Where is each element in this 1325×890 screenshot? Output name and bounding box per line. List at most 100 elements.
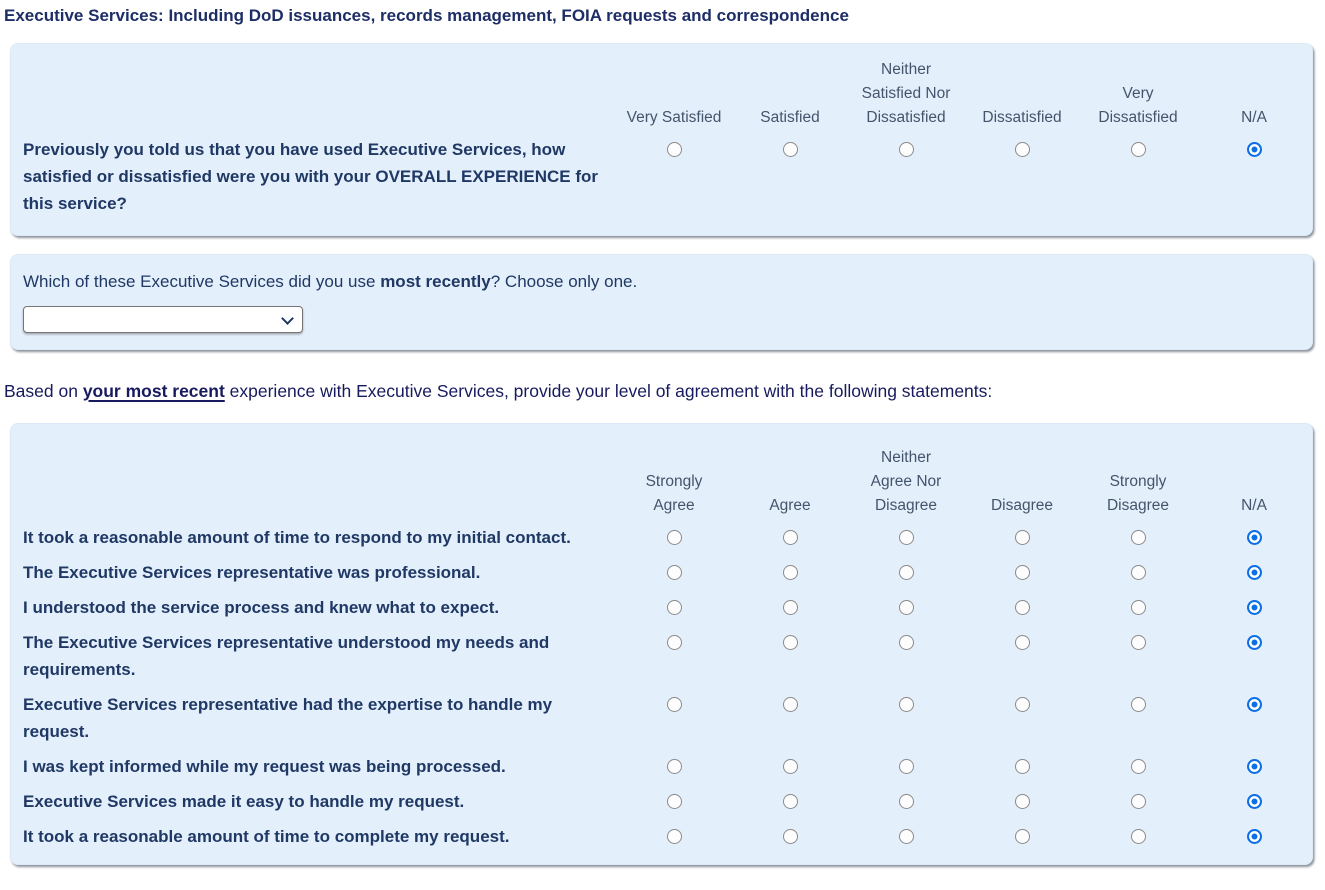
radio-dissatisfied[interactable] (1014, 142, 1030, 157)
radio-n-a[interactable] (1246, 635, 1262, 650)
radio-neither-agree-nor-disagree[interactable] (898, 600, 914, 615)
radio-very-satisfied[interactable] (666, 142, 682, 157)
column-header-strongly-disagree: Strongly Disagree (1106, 473, 1170, 514)
radio-neither-agree-nor-disagree[interactable] (898, 530, 914, 545)
radio-n-a[interactable] (1246, 565, 1262, 580)
agreement-intro: Based on your most recent experience wit… (4, 380, 1325, 403)
radio-strongly-agree[interactable] (666, 565, 682, 580)
radio-strongly-disagree[interactable] (1130, 759, 1146, 774)
matrix-row: It took a reasonable amount of time to c… (11, 819, 1312, 854)
statement-text: Executive Services representative had th… (23, 695, 553, 741)
radio-n-a[interactable] (1246, 759, 1262, 774)
radio-cell (732, 687, 848, 712)
radio-very-dissatisfied[interactable] (1130, 142, 1146, 157)
intro-prefix: Based on (4, 381, 83, 401)
radio-agree[interactable] (782, 829, 798, 844)
header-spacer (11, 124, 616, 132)
radio-cell (964, 590, 1080, 615)
radio-cell (1080, 749, 1196, 774)
radio-agree[interactable] (782, 794, 798, 809)
column-header-satisfied: Satisfied (760, 109, 820, 126)
radio-neither-agree-nor-disagree[interactable] (898, 635, 914, 650)
column-header-neither-satisfied-nor-dissatisfied: Neither Satisfied Nor Dissatisfied (861, 61, 951, 126)
radio-cell (732, 625, 848, 650)
column-header-very-dissatisfied: Very Dissatisfied (1098, 85, 1178, 126)
radio-cell (732, 555, 848, 580)
radio-strongly-disagree[interactable] (1130, 600, 1146, 615)
radio-strongly-disagree[interactable] (1130, 530, 1146, 545)
radio-neither-agree-nor-disagree[interactable] (898, 697, 914, 712)
radio-agree[interactable] (782, 759, 798, 774)
radio-agree[interactable] (782, 530, 798, 545)
radio-agree[interactable] (782, 697, 798, 712)
radio-strongly-disagree[interactable] (1130, 697, 1146, 712)
radio-strongly-disagree[interactable] (1130, 635, 1146, 650)
radio-cell (848, 555, 964, 580)
radio-cell (1196, 749, 1312, 774)
agreement-panel: Strongly Agree Agree Neither Agree Nor Dis… (10, 423, 1313, 865)
radio-cell (848, 132, 964, 157)
radio-satisfied[interactable] (782, 142, 798, 157)
radio-strongly-agree[interactable] (666, 635, 682, 650)
radio-strongly-disagree[interactable] (1130, 794, 1146, 809)
radio-cell (616, 819, 732, 844)
radio-strongly-agree[interactable] (666, 794, 682, 809)
statement-text: The Executive Services representative wa… (23, 563, 481, 582)
radio-cell (848, 625, 964, 650)
radio-neither-satisfied-nor-dissatisfied[interactable] (898, 142, 914, 157)
page-title: Executive Services: Including DoD issuan… (4, 6, 849, 25)
radio-strongly-disagree[interactable] (1130, 565, 1146, 580)
recent-service-question: Which of these Executive Services did yo… (23, 268, 1298, 295)
radio-strongly-agree[interactable] (666, 829, 682, 844)
radio-strongly-agree[interactable] (666, 530, 682, 545)
radio-disagree[interactable] (1014, 635, 1030, 650)
radio-n-a[interactable] (1246, 794, 1262, 809)
radio-neither-agree-nor-disagree[interactable] (898, 759, 914, 774)
column-header-agree: Agree (769, 497, 811, 514)
radio-strongly-agree[interactable] (666, 697, 682, 712)
radio-strongly-agree[interactable] (666, 759, 682, 774)
statement-text: It took a reasonable amount of time to r… (23, 528, 571, 547)
radio-cell (732, 132, 848, 157)
radio-disagree[interactable] (1014, 600, 1030, 615)
radio-disagree[interactable] (1014, 530, 1030, 545)
radio-n-a[interactable] (1246, 530, 1262, 545)
intro-emphasis: your most recent (82, 381, 225, 401)
recent-service-select-wrap (23, 306, 303, 333)
column-header-disagree: Disagree (990, 497, 1054, 514)
radio-cell (1080, 132, 1196, 157)
radio-disagree[interactable] (1014, 829, 1030, 844)
radio-cell (732, 520, 848, 545)
radio-agree[interactable] (782, 600, 798, 615)
radio-disagree[interactable] (1014, 794, 1030, 809)
radio-cell (1080, 590, 1196, 615)
radio-cell (848, 819, 964, 844)
radio-n-a[interactable] (1246, 142, 1262, 157)
radio-strongly-agree[interactable] (666, 600, 682, 615)
recent-service-select[interactable] (23, 306, 303, 333)
radio-strongly-disagree[interactable] (1130, 829, 1146, 844)
radio-disagree[interactable] (1014, 697, 1030, 712)
radio-neither-agree-nor-disagree[interactable] (898, 794, 914, 809)
column-header-neither-agree-nor-disagree: Neither Agree Nor Disagree (870, 449, 942, 514)
radio-cell (1080, 555, 1196, 580)
radio-cell (616, 784, 732, 809)
radio-disagree[interactable] (1014, 565, 1030, 580)
radio-n-a[interactable] (1246, 697, 1262, 712)
statement-text: I understood the service process and kne… (23, 598, 500, 617)
radio-cell (1196, 687, 1312, 712)
matrix-row: Executive Services representative had th… (11, 687, 1312, 749)
radio-cell (964, 625, 1080, 650)
radio-cell (1196, 819, 1312, 844)
radio-disagree[interactable] (1014, 759, 1030, 774)
radio-neither-agree-nor-disagree[interactable] (898, 829, 914, 844)
radio-cell (1196, 590, 1312, 615)
radio-n-a[interactable] (1246, 829, 1262, 844)
intro-suffix: experience with Executive Services, prov… (224, 381, 993, 401)
radio-agree[interactable] (782, 635, 798, 650)
radio-agree[interactable] (782, 565, 798, 580)
radio-cell (732, 784, 848, 809)
radio-neither-agree-nor-disagree[interactable] (898, 565, 914, 580)
radio-n-a[interactable] (1246, 600, 1262, 615)
radio-cell (1080, 625, 1196, 650)
